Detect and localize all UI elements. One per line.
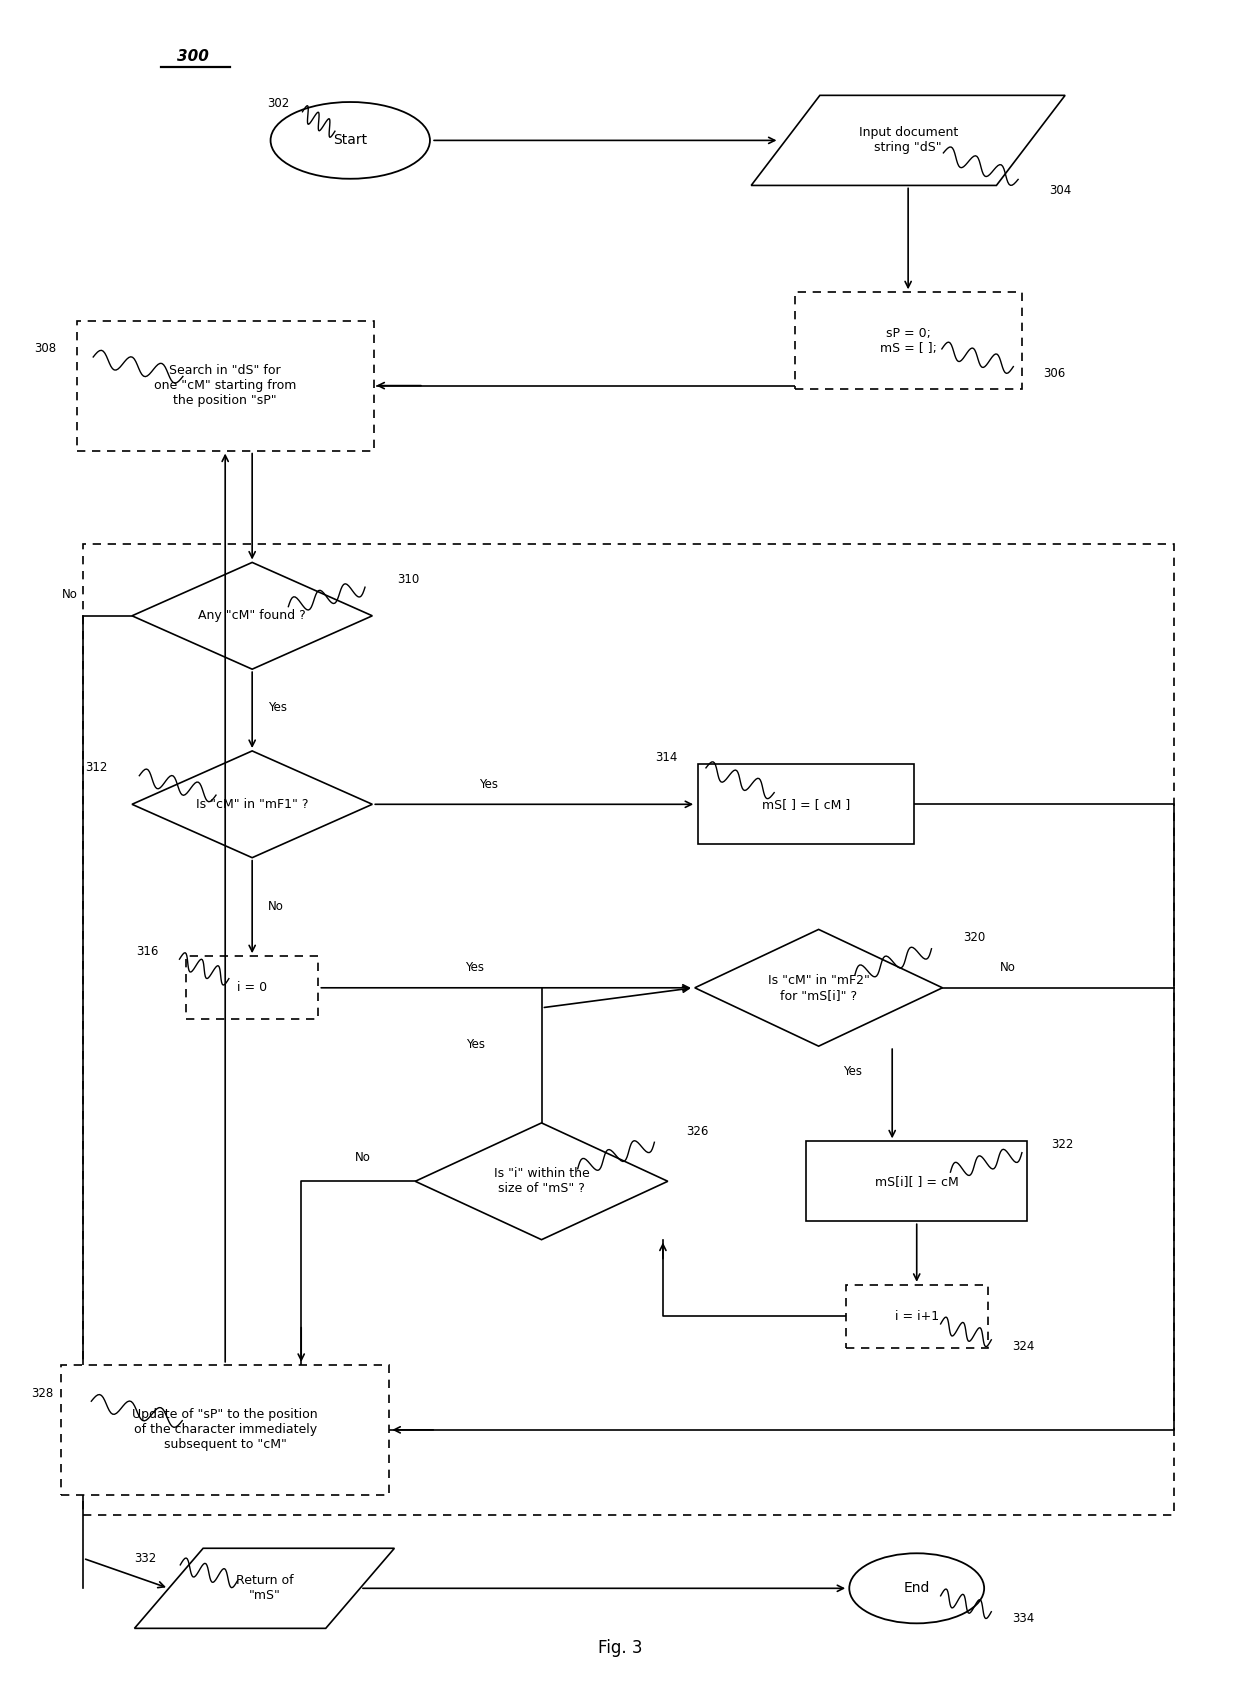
Text: End: End: [904, 1581, 930, 1595]
Text: Yes: Yes: [465, 962, 485, 974]
Text: mS[ ] = [ cM ]: mS[ ] = [ cM ]: [763, 797, 851, 811]
Text: i = i+1: i = i+1: [894, 1310, 939, 1324]
Polygon shape: [751, 96, 1065, 185]
Text: Yes: Yes: [466, 1038, 485, 1051]
Ellipse shape: [849, 1552, 985, 1623]
Text: i = 0: i = 0: [237, 981, 268, 994]
Text: 314: 314: [655, 752, 677, 764]
Bar: [61, 1364, 389, 1495]
Polygon shape: [131, 562, 372, 669]
Text: 332: 332: [134, 1552, 156, 1564]
Text: 302: 302: [267, 98, 289, 111]
Text: 300: 300: [177, 49, 210, 64]
Bar: [806, 1142, 1027, 1221]
Text: No: No: [355, 1152, 371, 1164]
Text: 328: 328: [31, 1386, 53, 1399]
Text: sP = 0;
mS = [ ];: sP = 0; mS = [ ];: [879, 326, 936, 355]
Text: Yes: Yes: [843, 1065, 862, 1078]
Text: No: No: [268, 900, 284, 913]
Polygon shape: [415, 1124, 668, 1240]
Text: Start: Start: [334, 133, 367, 148]
Text: Input document
string "dS": Input document string "dS": [858, 126, 957, 155]
Text: 304: 304: [1049, 183, 1071, 197]
Polygon shape: [131, 750, 372, 858]
Text: No: No: [62, 587, 78, 600]
Text: No: No: [1001, 962, 1016, 974]
Text: 306: 306: [1043, 367, 1065, 380]
Polygon shape: [134, 1547, 394, 1628]
Text: 320: 320: [963, 932, 986, 944]
Text: mS[i][ ] = cM: mS[i][ ] = cM: [875, 1174, 959, 1187]
Bar: [77, 321, 373, 451]
Text: Is "cM" in "mF1" ?: Is "cM" in "mF1" ?: [196, 797, 309, 811]
Text: Yes: Yes: [268, 701, 288, 715]
Text: Yes: Yes: [479, 777, 498, 791]
Polygon shape: [694, 930, 942, 1046]
Text: Is "cM" in "mF2"
for "mS[i]" ?: Is "cM" in "mF2" for "mS[i]" ?: [768, 974, 869, 1002]
Text: Fig. 3: Fig. 3: [598, 1640, 642, 1657]
Text: 316: 316: [136, 945, 159, 957]
Text: Return of
"mS": Return of "mS": [236, 1574, 293, 1603]
Text: Is "i" within the
size of "mS" ?: Is "i" within the size of "mS" ?: [494, 1167, 589, 1196]
Text: 312: 312: [86, 760, 108, 774]
Text: 324: 324: [1012, 1341, 1034, 1352]
Text: 326: 326: [686, 1125, 708, 1137]
Bar: [795, 293, 1022, 389]
Bar: [846, 1285, 988, 1347]
Bar: [83, 543, 1174, 1515]
Text: Any "cM" found ?: Any "cM" found ?: [198, 609, 306, 622]
Text: 310: 310: [397, 572, 419, 585]
Text: 308: 308: [33, 343, 56, 355]
Text: 322: 322: [1052, 1139, 1074, 1150]
Bar: [698, 764, 914, 844]
Text: 334: 334: [1012, 1611, 1034, 1625]
Bar: [186, 955, 319, 1019]
Text: Search in "dS" for
one "cM" starting from
the position "sP": Search in "dS" for one "cM" starting fro…: [154, 363, 296, 407]
Text: Update of "sP" to the position
of the character immediately
subsequent to "cM": Update of "sP" to the position of the ch…: [133, 1408, 317, 1452]
Ellipse shape: [270, 103, 430, 178]
